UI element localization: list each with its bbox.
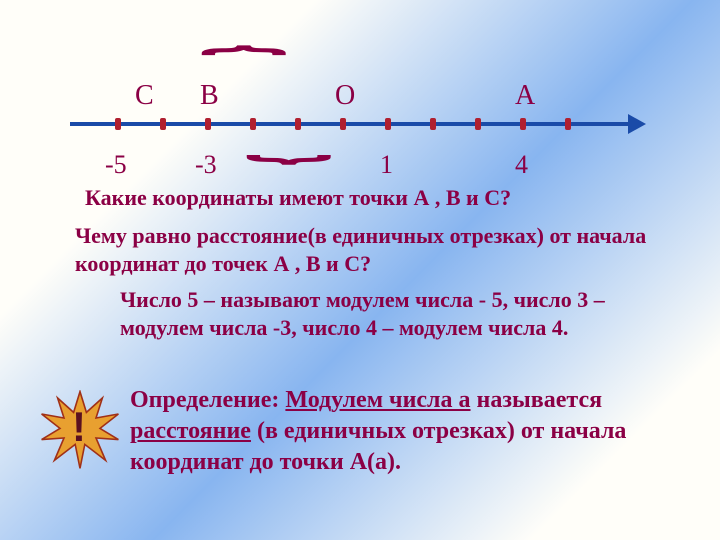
- num-label: -5: [105, 150, 127, 180]
- tick: [205, 118, 211, 130]
- tick: [160, 118, 166, 130]
- point-label-b: B: [200, 80, 219, 112]
- tick: [250, 118, 256, 130]
- num-label: 4: [515, 150, 528, 180]
- question-2: Чему равно расстояние(в единичных отрезк…: [75, 222, 665, 277]
- point-label-o: O: [335, 80, 355, 112]
- question-1: Какие координаты имеют точки А , В и С?: [85, 185, 511, 211]
- slide: ⏞ ⏟ C B O A -5 -3 1 4 Какие координаты и…: [0, 0, 720, 540]
- point-label-c: C: [135, 80, 154, 112]
- def-underline-2: расстояние: [130, 418, 251, 444]
- point-label-a: A: [515, 80, 535, 112]
- tick: [520, 118, 526, 130]
- tick: [340, 118, 346, 130]
- axis-line: [70, 122, 630, 126]
- def-prefix: Определение:: [130, 387, 285, 413]
- definition: Определение: Модулем числа а называется …: [130, 385, 670, 479]
- tick: [295, 118, 301, 130]
- def-mid: называется: [471, 387, 603, 413]
- number-line: ⏞ ⏟ C B O A -5 -3 1 4: [90, 60, 630, 170]
- exclamation-icon: !: [72, 403, 86, 451]
- tick: [565, 118, 571, 130]
- tick: [385, 118, 391, 130]
- def-underline-1: Модулем числа а: [285, 387, 470, 413]
- num-label: 1: [380, 150, 393, 180]
- tick: [475, 118, 481, 130]
- tick: [430, 118, 436, 130]
- statement: Число 5 – называют модулем числа - 5, чи…: [120, 286, 640, 341]
- tick: [115, 118, 121, 130]
- num-label: -3: [195, 150, 217, 180]
- brace-bottom: ⏟: [247, 120, 330, 164]
- axis-arrow: [628, 114, 646, 134]
